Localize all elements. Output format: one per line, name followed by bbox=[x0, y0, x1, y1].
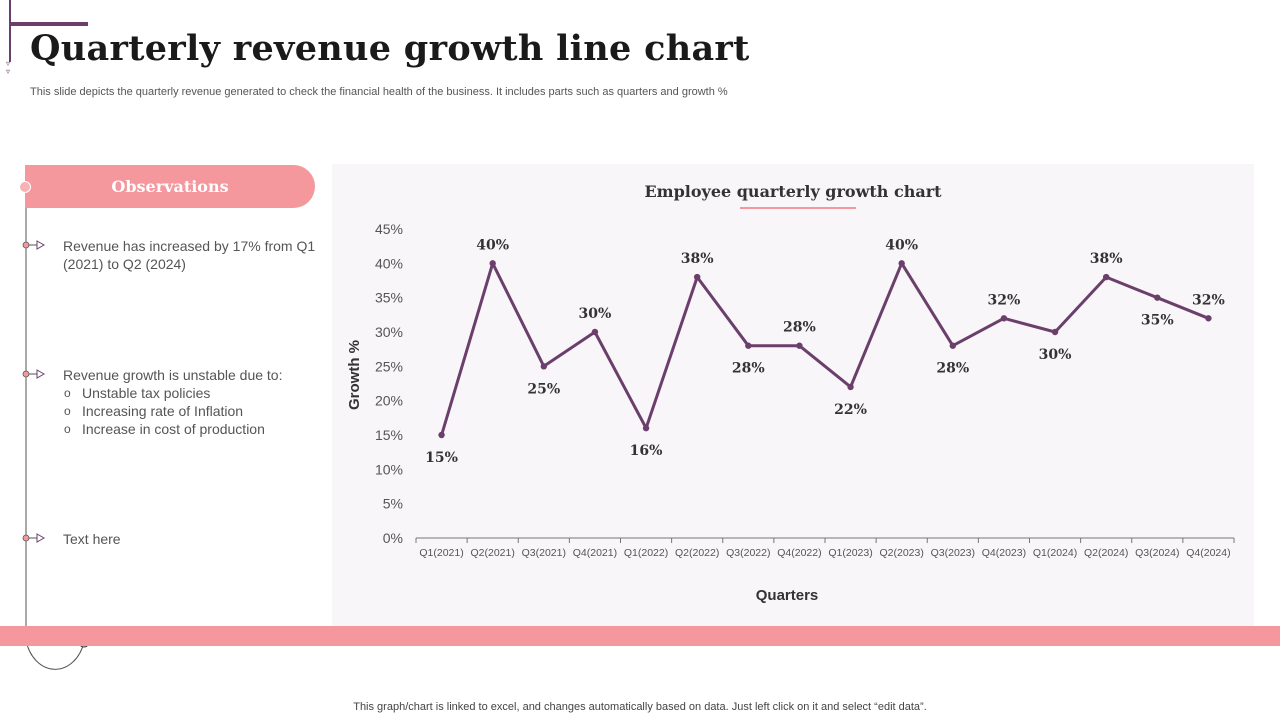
data-points bbox=[438, 260, 1212, 439]
data-label: 38% bbox=[681, 251, 714, 267]
data-point[interactable] bbox=[642, 424, 650, 432]
data-point[interactable] bbox=[693, 273, 701, 281]
data-label: 28% bbox=[732, 361, 765, 377]
observation-bullets: Unstable tax policies Increasing rate of… bbox=[63, 384, 323, 438]
observation-text: Revenue has increased by 17% from Q1 (20… bbox=[63, 238, 316, 272]
data-label: 38% bbox=[1090, 251, 1123, 267]
data-point[interactable] bbox=[847, 383, 854, 391]
y-tick-label: 35% bbox=[375, 290, 403, 306]
bullet-item: Increase in cost of production bbox=[63, 420, 323, 438]
x-tick-label: Q3(2022) bbox=[726, 547, 770, 559]
y-tick-label: 0% bbox=[383, 530, 403, 546]
data-label: 30% bbox=[579, 306, 612, 322]
y-tick-label: 15% bbox=[375, 427, 403, 443]
timeline-marker-2 bbox=[22, 369, 46, 379]
timeline-marker-3 bbox=[22, 533, 46, 543]
y-tick-label: 40% bbox=[375, 255, 403, 271]
y-tick-label: 25% bbox=[375, 358, 403, 374]
data-point[interactable] bbox=[898, 260, 905, 267]
top-vertical-accent bbox=[9, 0, 11, 62]
x-tick-label: Q3(2021) bbox=[522, 547, 566, 559]
observation-item-2: Revenue growth is unstable due to: Unsta… bbox=[63, 366, 323, 438]
x-tick-label: Q1(2022) bbox=[624, 547, 668, 559]
y-axis-title: Growth % bbox=[346, 340, 363, 410]
data-label: 40% bbox=[476, 237, 509, 253]
observations-timeline bbox=[22, 200, 90, 670]
page-title: Quarterly revenue growth line chart bbox=[30, 28, 750, 69]
x-tick-label: Q2(2023) bbox=[880, 547, 924, 559]
series-line[interactable] bbox=[440, 261, 1209, 436]
y-tick-label: 5% bbox=[383, 496, 403, 512]
y-axis: 0% 5% 10% 15% 20% 25% 30% 35% 40% 45% bbox=[375, 221, 403, 546]
data-label: 25% bbox=[527, 381, 560, 397]
x-tick-label: Q1(2023) bbox=[828, 547, 872, 559]
x-tick-label: Q1(2024) bbox=[1033, 547, 1077, 559]
x-tick-label: Q2(2022) bbox=[675, 547, 719, 559]
data-label: 28% bbox=[936, 361, 969, 377]
observations-header-dot bbox=[19, 181, 31, 193]
y-tick-label: 20% bbox=[375, 393, 403, 409]
data-label: 40% bbox=[885, 237, 918, 253]
data-point[interactable] bbox=[540, 363, 548, 370]
data-point[interactable] bbox=[1000, 315, 1008, 322]
y-tick-label: 45% bbox=[375, 221, 403, 237]
data-label: 16% bbox=[630, 443, 663, 459]
timeline-marker-1 bbox=[22, 240, 46, 250]
data-point[interactable] bbox=[1154, 294, 1161, 301]
data-label: 30% bbox=[1039, 347, 1072, 363]
chart-title: Employee quarterly growth chart bbox=[644, 182, 942, 201]
y-tick-label: 30% bbox=[375, 324, 403, 340]
page-subtitle: This slide depicts the quarterly revenue… bbox=[30, 86, 728, 98]
footer-note: This graph/chart is linked to excel, and… bbox=[353, 701, 927, 713]
x-tick-label: Q4(2024) bbox=[1186, 547, 1230, 559]
data-label: 22% bbox=[834, 402, 867, 418]
data-point[interactable] bbox=[1205, 315, 1212, 322]
x-tick-label: Q2(2024) bbox=[1084, 547, 1128, 559]
data-point[interactable] bbox=[438, 431, 445, 439]
y-tick-label: 10% bbox=[375, 461, 403, 477]
data-labels: 15% 40% 25% 30% 16% 38% 28% 28% 22% 40% 28% 32% 30% 3… bbox=[425, 237, 1225, 466]
top-horizontal-accent bbox=[10, 22, 88, 26]
data-point[interactable] bbox=[1102, 273, 1110, 281]
data-point[interactable] bbox=[745, 342, 752, 349]
data-label: 15% bbox=[425, 450, 458, 466]
data-point[interactable] bbox=[591, 328, 599, 336]
data-label: 35% bbox=[1141, 313, 1174, 329]
observation-item-3: Text here bbox=[63, 530, 323, 548]
data-label: 32% bbox=[1192, 292, 1225, 308]
data-label: 28% bbox=[783, 320, 816, 336]
x-tick-label: Q4(2021) bbox=[573, 547, 617, 559]
data-point[interactable] bbox=[489, 260, 496, 267]
triangle-down-icon: ▿ ▿ bbox=[6, 59, 11, 76]
data-point[interactable] bbox=[949, 342, 957, 349]
observation-text: Text here bbox=[63, 531, 121, 547]
chart-panel[interactable]: Employee quarterly growth chart 0% 5% 10% 1… bbox=[332, 164, 1254, 636]
x-tick-label: Q3(2023) bbox=[931, 547, 975, 559]
observation-text: Revenue growth is unstable due to: bbox=[63, 367, 283, 383]
x-tick-label: Q3(2024) bbox=[1135, 547, 1179, 559]
x-tick-label: Q4(2022) bbox=[777, 547, 821, 559]
x-axis-title: Quarters bbox=[756, 587, 819, 604]
x-tick-label: Q4(2023) bbox=[982, 547, 1026, 559]
observation-item-1: Revenue has increased by 17% from Q1 (20… bbox=[63, 237, 323, 273]
x-axis: Q1(2021) Q2(2021) Q3(2021) Q4(2021) Q1(2022)… bbox=[415, 537, 1235, 559]
data-point[interactable] bbox=[1051, 328, 1059, 336]
line-chart[interactable]: Employee quarterly growth chart 0% 5% 10% 1… bbox=[332, 164, 1254, 636]
data-label: 32% bbox=[988, 292, 1021, 308]
bullet-item: Increasing rate of Inflation bbox=[63, 402, 323, 420]
bottom-accent-band bbox=[0, 626, 1280, 646]
x-tick-label: Q2(2021) bbox=[471, 547, 515, 559]
data-point[interactable] bbox=[796, 342, 803, 349]
bullet-item: Unstable tax policies bbox=[63, 384, 323, 402]
x-tick-label: Q1(2021) bbox=[419, 547, 463, 559]
observations-header: Observations bbox=[25, 165, 315, 208]
